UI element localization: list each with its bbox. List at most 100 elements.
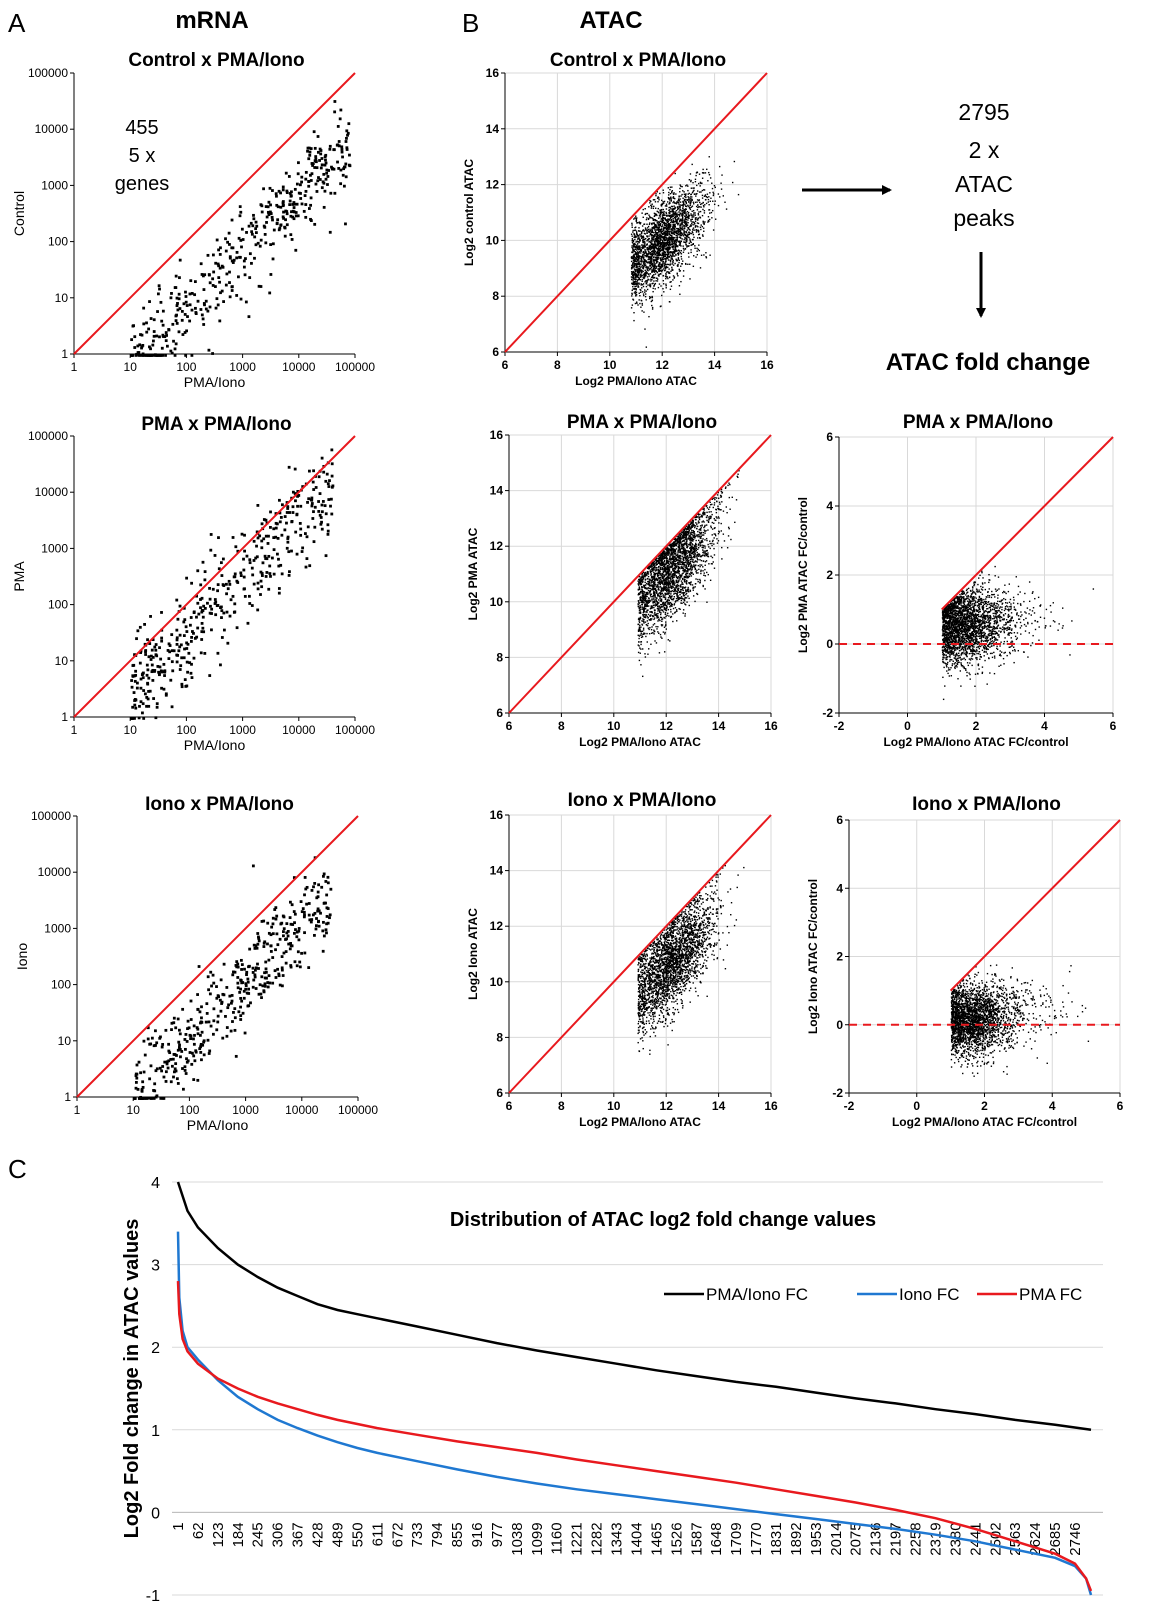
- data-point: [654, 214, 656, 216]
- data-point: [657, 610, 659, 612]
- data-point: [319, 522, 323, 526]
- data-point: [278, 226, 282, 230]
- data-point: [634, 282, 636, 285]
- data-point: [707, 219, 710, 222]
- data-point: [676, 273, 678, 275]
- data-point: [684, 222, 686, 224]
- data-point: [669, 606, 671, 608]
- data-point: [256, 536, 260, 540]
- data-point: [680, 561, 683, 564]
- data-point: [226, 641, 230, 645]
- flow-peak-count: 2795: [958, 99, 1009, 125]
- data-point: [673, 216, 676, 219]
- data-point: [660, 231, 662, 234]
- data-point: [175, 653, 179, 657]
- data-point: [242, 265, 246, 269]
- x-tick-label: 8: [554, 358, 561, 372]
- data-point: [668, 215, 670, 217]
- data-point: [641, 278, 643, 281]
- data-point: [282, 216, 285, 220]
- data-point: [179, 664, 183, 668]
- data-point: [258, 244, 262, 248]
- data-point: [185, 641, 189, 645]
- data-point: [232, 258, 236, 262]
- data-point: [635, 292, 637, 294]
- data-point: [644, 598, 647, 601]
- data-point: [658, 257, 660, 259]
- data-point: [322, 872, 326, 876]
- data-point: [189, 999, 193, 1003]
- data-point: [646, 268, 648, 270]
- data-point: [224, 1014, 227, 1018]
- data-point: [200, 273, 204, 276]
- data-point: [663, 252, 665, 254]
- data-point: [262, 989, 266, 993]
- data-point: [678, 199, 680, 201]
- data-point: [687, 213, 689, 215]
- data-point: [264, 534, 268, 538]
- data-point: [225, 582, 228, 586]
- chart-title: PMA x PMA/Iono: [141, 414, 291, 435]
- data-point: [668, 247, 670, 249]
- data-point: [650, 233, 652, 236]
- data-point: [277, 587, 281, 590]
- data-point: [272, 572, 276, 576]
- data-point: [680, 185, 682, 187]
- data-point: [703, 254, 705, 256]
- data-point: [692, 190, 694, 193]
- data-point: [656, 234, 658, 236]
- data-point: [657, 574, 660, 577]
- data-point: [655, 239, 657, 242]
- data-point: [681, 221, 683, 223]
- data-point: [638, 270, 641, 272]
- data-point: [257, 939, 261, 943]
- data-point: [671, 237, 673, 239]
- data-point: [654, 614, 656, 617]
- data-point: [655, 226, 658, 228]
- data-point: [153, 1089, 157, 1093]
- data-point: [666, 566, 668, 568]
- data-point: [638, 268, 641, 270]
- data-point: [649, 285, 651, 287]
- data-point: [670, 216, 673, 218]
- data-point: [280, 921, 284, 925]
- data-point: [662, 604, 665, 606]
- data-point: [671, 209, 673, 212]
- data-point: [691, 216, 693, 218]
- y-tick-label: 100: [51, 978, 71, 992]
- data-point: [307, 902, 311, 905]
- data-point: [655, 270, 657, 272]
- data-point: [160, 1069, 164, 1073]
- data-point: [688, 205, 690, 208]
- data-point: [689, 582, 692, 584]
- data-point: [672, 259, 674, 262]
- data-point: [230, 999, 234, 1003]
- data-point: [664, 275, 667, 278]
- data-point: [690, 200, 692, 202]
- chart-mrna-control: 1 10 100 1000 10000 1000001101001000100001000…: [11, 50, 375, 390]
- data-point: [253, 235, 257, 239]
- data-point: [672, 260, 674, 263]
- data-point: [637, 267, 639, 270]
- data-point: [648, 248, 651, 250]
- data-point: [166, 649, 170, 652]
- data-point: [185, 1060, 189, 1064]
- data-point: [248, 602, 252, 605]
- data-point: [231, 536, 235, 539]
- data-point: [658, 283, 661, 285]
- data-point: [182, 606, 186, 610]
- data-point: [632, 282, 635, 285]
- data-point: [675, 246, 677, 248]
- data-point: [236, 549, 240, 553]
- data-point: [684, 233, 687, 236]
- data-point: [657, 224, 659, 226]
- data-point: [685, 238, 688, 240]
- data-point: [682, 224, 684, 226]
- data-point: [661, 244, 663, 246]
- data-point: [640, 636, 643, 639]
- data-point: [687, 222, 689, 224]
- data-point: [696, 199, 699, 201]
- data-point: [635, 257, 637, 259]
- data-point: [175, 628, 179, 632]
- data-point: [691, 221, 693, 223]
